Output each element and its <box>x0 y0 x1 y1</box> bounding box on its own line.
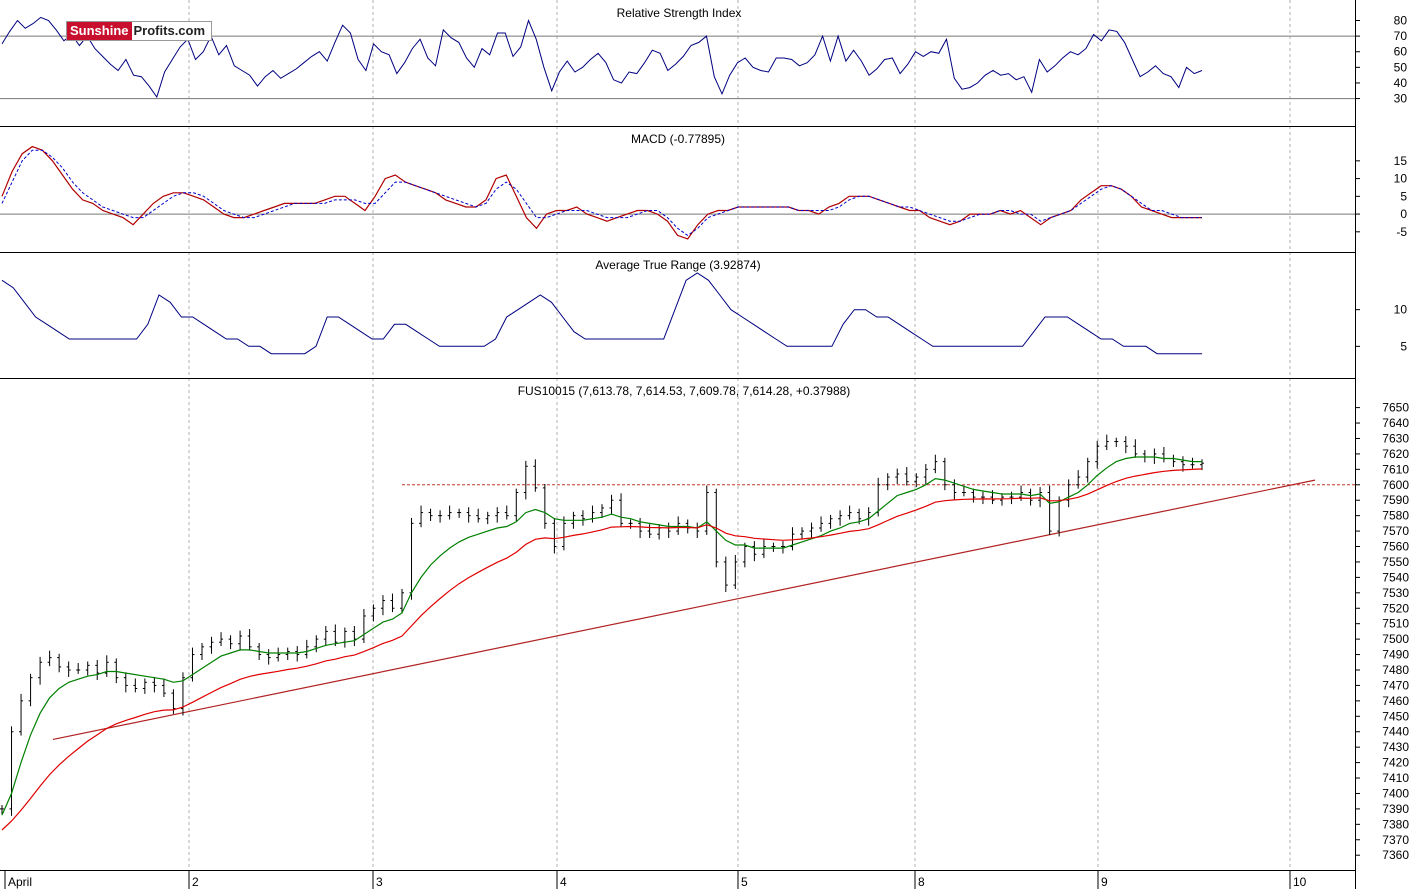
macd-series-line <box>1 145 1202 240</box>
x-tick-label-1: 2 <box>192 875 199 889</box>
price-tick-label-7510: 7510 <box>1382 617 1409 631</box>
price-tick-label-7440: 7440 <box>1382 725 1409 739</box>
macd-tick-label-15: 15 <box>1394 154 1408 168</box>
price-tick-label-7620: 7620 <box>1382 447 1409 461</box>
price-title: FUS10015 (7,613.78, 7,614.53, 7,609.78, … <box>518 384 851 398</box>
atr-tick-label-5: 5 <box>1400 339 1407 353</box>
price-tick-label-7420: 7420 <box>1382 756 1409 770</box>
price-tick-label-7380: 7380 <box>1382 817 1409 831</box>
price-tick-label-7410: 7410 <box>1382 771 1409 785</box>
price-tick-label-7360: 7360 <box>1382 848 1409 862</box>
atr-title: Average True Range (3.92874) <box>595 258 760 272</box>
price-tick-label-7480: 7480 <box>1382 663 1409 677</box>
price-tick-label-7630: 7630 <box>1382 431 1409 445</box>
logo-part-1: Sunshine <box>67 22 132 40</box>
price-tick-label-7580: 7580 <box>1382 509 1409 523</box>
rsi-tick-label-80: 80 <box>1394 13 1408 27</box>
macd-tick-label-5: 5 <box>1400 189 1407 203</box>
rsi-title: Relative Strength Index <box>617 6 742 20</box>
price-tick-label-7530: 7530 <box>1382 586 1409 600</box>
long-moving-average <box>1 468 1203 831</box>
x-tick-label-2: 3 <box>376 875 383 889</box>
price-tick-label-7560: 7560 <box>1382 540 1409 554</box>
price-tick-label-7430: 7430 <box>1382 740 1409 754</box>
price-tick-label-7640: 7640 <box>1382 416 1409 430</box>
rsi-tick-label-60: 60 <box>1394 45 1408 59</box>
macd-signal-line <box>1 149 1202 237</box>
rsi-series-line <box>1 16 1203 99</box>
macd-title: MACD (-0.77895) <box>631 132 725 146</box>
atr-tick-label-10: 10 <box>1394 303 1408 317</box>
price-tick-label-7460: 7460 <box>1382 694 1409 708</box>
x-tick-label-0: April <box>8 875 32 889</box>
price-tick-label-7490: 7490 <box>1382 648 1409 662</box>
macd-tick-label-0: 0 <box>1400 207 1407 221</box>
logo-part-2: Profits <box>133 23 175 38</box>
sunshine-profits-logo: Sunshine Profits.com <box>66 21 212 41</box>
short-moving-average <box>1 456 1202 816</box>
macd-tick-label-10: 10 <box>1394 172 1408 186</box>
x-tick-label-5: 8 <box>918 875 925 889</box>
price-tick-label-7590: 7590 <box>1382 493 1409 507</box>
rsi-tick-label-40: 40 <box>1394 76 1408 90</box>
rsi-tick-label-50: 50 <box>1394 60 1408 74</box>
price-tick-label-7450: 7450 <box>1382 709 1409 723</box>
price-tick-label-7520: 7520 <box>1382 601 1409 615</box>
price-tick-label-7650: 7650 <box>1382 401 1409 415</box>
price-tick-label-7500: 7500 <box>1382 632 1409 646</box>
atr-series-line <box>1 272 1202 355</box>
price-tick-label-7470: 7470 <box>1382 678 1409 692</box>
rsi-tick-label-30: 30 <box>1394 92 1408 106</box>
logo-part-3: .com <box>174 23 206 38</box>
price-tick-label-7370: 7370 <box>1382 833 1409 847</box>
price-tick-label-7400: 7400 <box>1382 786 1409 800</box>
x-tick-label-7: 10 <box>1293 875 1307 889</box>
price-tick-label-7570: 7570 <box>1382 524 1409 538</box>
price-tick-label-7550: 7550 <box>1382 555 1409 569</box>
price-tick-label-7610: 7610 <box>1382 462 1409 476</box>
x-tick-label-4: 5 <box>741 875 748 889</box>
rising-trendline <box>52 479 1316 741</box>
price-tick-label-7390: 7390 <box>1382 802 1409 816</box>
x-tick-label-3: 4 <box>560 875 567 889</box>
price-tick-label-7600: 7600 <box>1382 478 1409 492</box>
x-tick-label-6: 9 <box>1101 875 1108 889</box>
price-tick-label-7540: 7540 <box>1382 570 1409 584</box>
macd-tick-label--5: -5 <box>1396 225 1407 239</box>
rsi-tick-label-70: 70 <box>1394 29 1408 43</box>
